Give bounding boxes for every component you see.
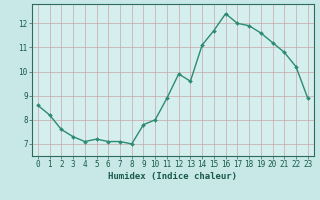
X-axis label: Humidex (Indice chaleur): Humidex (Indice chaleur) [108, 172, 237, 181]
